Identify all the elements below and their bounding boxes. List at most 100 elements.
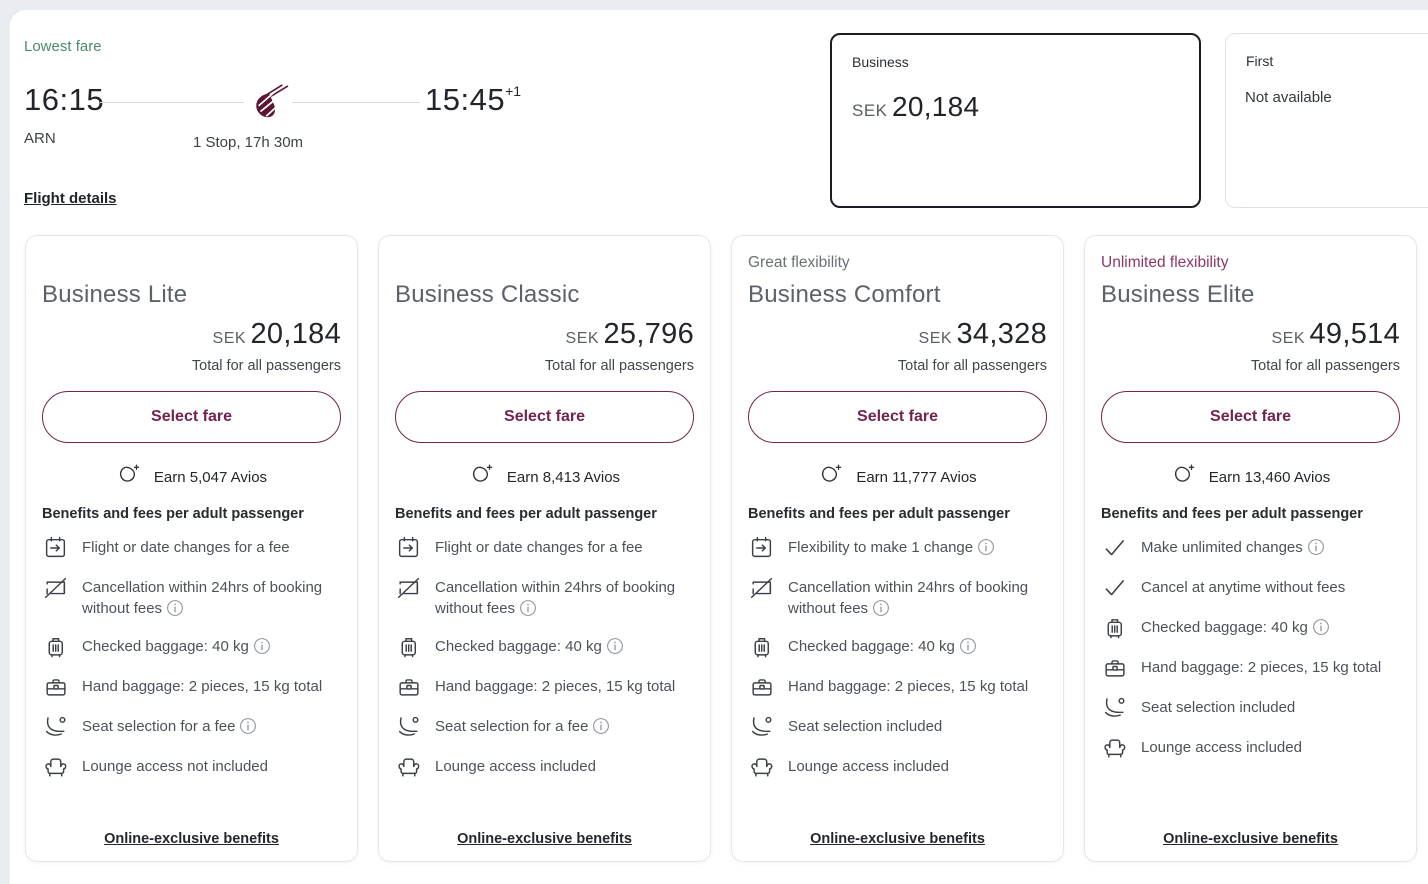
benefit-text: Checked baggage: 40 kg [82, 633, 271, 657]
calendar-change-icon [748, 534, 774, 560]
benefit-row: Cancel at anytime without fees [1101, 574, 1400, 600]
price-amount: 34,328 [956, 318, 1047, 350]
avios-earn-row: Earn 11,777 Avios [748, 463, 1047, 491]
benefit-row: Seat selection included [748, 713, 1047, 739]
benefits-header: Benefits and fees per adult passenger [395, 506, 657, 522]
benefit-row: Cancellation within 24hrs of booking wit… [42, 574, 341, 619]
fare-cards-row: Business Lite SEK 20,184 Total for all p… [25, 235, 1417, 862]
fare-tagline: Great flexibility [748, 254, 850, 271]
avios-earn-row: Earn 13,460 Avios [1101, 463, 1400, 491]
info-icon[interactable] [977, 538, 995, 556]
select-fare-button[interactable]: Select fare [395, 391, 694, 443]
select-fare-button[interactable]: Select fare [1101, 391, 1400, 443]
fare-price: SEK 34,328 [748, 318, 1047, 351]
lounge-icon [42, 753, 68, 779]
price-amount: 20,184 [250, 318, 341, 350]
benefit-text: Cancellation within 24hrs of booking wit… [435, 579, 676, 617]
benefit-row: Cancellation within 24hrs of booking wit… [748, 574, 1047, 619]
cabin-availability: Not available [1245, 89, 1332, 106]
lowest-fare-badge: Lowest fare [24, 38, 102, 55]
info-icon[interactable] [592, 717, 610, 735]
avios-icon [116, 462, 142, 492]
departure-time: 16:15 [24, 82, 105, 117]
online-exclusive-benefits-link[interactable]: Online-exclusive benefits [1163, 831, 1338, 847]
info-icon[interactable] [166, 599, 184, 617]
info-icon[interactable] [253, 637, 271, 655]
benefit-row: Cancellation within 24hrs of booking wit… [395, 574, 694, 619]
info-icon[interactable] [519, 599, 537, 617]
benefit-text: Hand baggage: 2 pieces, 15 kg total [82, 678, 323, 695]
check-icon [1101, 574, 1127, 600]
price-amount: 49,514 [1309, 318, 1400, 350]
hand-baggage-icon [42, 673, 68, 699]
cabin-card-first[interactable]: First Not available [1225, 33, 1428, 208]
fare-tagline: Unlimited flexibility [1101, 254, 1229, 271]
benefit-row: Lounge access included [1101, 734, 1400, 760]
benefit-row: Checked baggage: 40 kg [1101, 614, 1400, 640]
online-exclusive-benefits-link[interactable]: Online-exclusive benefits [457, 831, 632, 847]
info-icon[interactable] [1307, 538, 1325, 556]
online-exclusive-benefits-link[interactable]: Online-exclusive benefits [104, 831, 279, 847]
currency-label: SEK [918, 330, 953, 347]
select-fare-button[interactable]: Select fare [42, 391, 341, 443]
fare-card-business-comfort: Great flexibility Business Comfort SEK 3… [731, 235, 1064, 862]
fare-name: Business Comfort [748, 281, 941, 308]
benefit-text: Checked baggage: 40 kg [1141, 614, 1330, 638]
benefit-row: Seat selection for a fee [42, 713, 341, 739]
benefit-text: Lounge access not included [82, 758, 268, 775]
fare-name: Business Elite [1101, 281, 1255, 308]
benefit-row: Lounge access included [395, 753, 694, 779]
airline-logo-icon [248, 84, 290, 122]
arrival-day-offset: +1 [505, 83, 522, 99]
cabin-card-business[interactable]: Business SEK 20,184 [830, 33, 1201, 208]
benefit-text: Lounge access included [435, 758, 596, 775]
online-exclusive-benefits-link[interactable]: Online-exclusive benefits [810, 831, 985, 847]
cabin-price: SEK 20,184 [852, 91, 979, 123]
fare-name: Business Lite [42, 281, 188, 308]
benefit-list: Flexibility to make 1 change Cancellation… [748, 534, 1047, 779]
cancellation-icon [42, 574, 68, 600]
info-icon[interactable] [959, 637, 977, 655]
avios-earn-label: Earn 5,047 Avios [153, 468, 268, 486]
benefit-row: Flexibility to make 1 change [748, 534, 1047, 560]
benefit-text: Lounge access included [1141, 739, 1302, 756]
hand-baggage-icon [1101, 654, 1127, 680]
benefit-text: Checked baggage: 40 kg [435, 633, 624, 657]
benefit-row: Hand baggage: 2 pieces, 15 kg total [1101, 654, 1400, 680]
benefit-row: Hand baggage: 2 pieces, 15 kg total [748, 673, 1047, 699]
checked-baggage-icon [748, 633, 774, 659]
seat-icon [1101, 694, 1127, 720]
info-icon[interactable] [606, 637, 624, 655]
fare-price: SEK 20,184 [42, 318, 341, 351]
select-fare-button[interactable]: Select fare [748, 391, 1047, 443]
route-line [100, 102, 244, 103]
avios-icon [1171, 462, 1197, 492]
info-icon[interactable] [872, 599, 890, 617]
benefit-row: Make unlimited changes [1101, 534, 1400, 560]
info-icon[interactable] [239, 717, 257, 735]
avios-earn-row: Earn 8,413 Avios [395, 463, 694, 491]
price-amount: 20,184 [891, 91, 980, 122]
lounge-icon [1101, 734, 1127, 760]
benefit-text: Seat selection included [788, 718, 943, 735]
cabin-name: Business [852, 54, 909, 70]
route-line [292, 102, 420, 103]
benefit-row: Checked baggage: 40 kg [42, 633, 341, 659]
fare-price: SEK 49,514 [1101, 318, 1400, 351]
avios-icon [818, 462, 844, 492]
cancellation-icon [748, 574, 774, 600]
flight-details-link[interactable]: Flight details [24, 190, 117, 207]
benefit-text: Checked baggage: 40 kg [788, 633, 977, 657]
benefit-row: Flight or date changes for a fee [395, 534, 694, 560]
benefit-list: Flight or date changes for a fee Cancella… [42, 534, 341, 779]
benefit-row: Seat selection included [1101, 694, 1400, 720]
currency-label: SEK [852, 101, 888, 120]
benefit-text: Hand baggage: 2 pieces, 15 kg total [435, 678, 676, 695]
cabin-name: First [1246, 53, 1274, 69]
total-passengers-label: Total for all passengers [1250, 358, 1400, 374]
avios-earn-label: Earn 11,777 Avios [856, 468, 977, 486]
benefit-row: Flight or date changes for a fee [42, 534, 341, 560]
info-icon[interactable] [1312, 618, 1330, 636]
fare-price: SEK 25,796 [395, 318, 694, 351]
hand-baggage-icon [748, 673, 774, 699]
